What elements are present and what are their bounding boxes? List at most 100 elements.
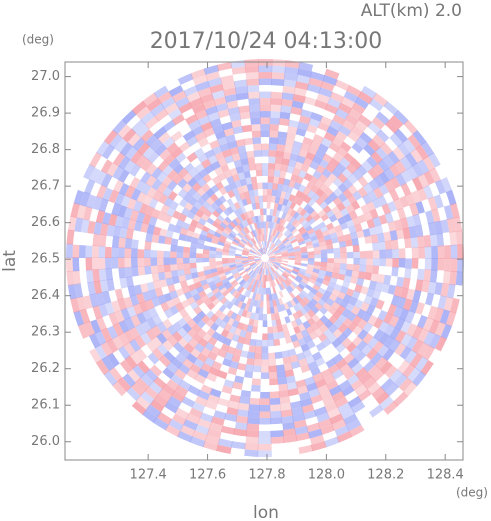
echo-cell <box>211 382 224 392</box>
echo-cell <box>363 143 376 157</box>
echo-cell <box>152 314 163 326</box>
echo-cell <box>232 228 239 235</box>
echo-cell <box>197 418 212 429</box>
echo-cell <box>343 275 352 283</box>
echo-cell <box>320 258 328 263</box>
echo-cell <box>248 277 254 284</box>
echo-cell <box>244 364 254 372</box>
echo-cell <box>281 250 288 254</box>
echo-cell <box>283 302 290 310</box>
echo-cell <box>276 285 281 292</box>
echo-cell <box>309 434 325 445</box>
echo-cell <box>357 236 366 246</box>
echo-cell <box>257 215 262 223</box>
echo-cell <box>299 299 307 308</box>
echo-cell <box>242 261 249 265</box>
echo-cell <box>314 261 321 266</box>
echo-cell <box>268 259 275 264</box>
echo-cell <box>170 263 178 272</box>
echo-cell <box>100 222 109 236</box>
echo-cell <box>271 236 276 243</box>
echo-cell <box>286 245 294 250</box>
echo-cell <box>280 248 288 253</box>
echo-cell <box>257 293 262 301</box>
echo-cell <box>276 232 282 239</box>
echo-cell <box>220 163 230 173</box>
echo-cell <box>303 334 313 344</box>
echo-cell <box>434 220 443 235</box>
echo-cell <box>281 296 287 304</box>
echo-cell <box>255 243 260 250</box>
echo-cell <box>240 350 249 358</box>
echo-cell <box>359 131 373 145</box>
echo-cell <box>375 224 384 235</box>
echo-cell <box>263 268 265 275</box>
echo-cell <box>355 137 369 150</box>
echo-cell <box>118 247 125 258</box>
echo-cell <box>405 310 416 324</box>
echo-cell <box>262 274 265 282</box>
echo-cell <box>261 169 269 177</box>
echo-cell <box>281 227 288 235</box>
echo-cell <box>179 227 188 236</box>
echo-cell <box>279 111 291 120</box>
echo-cell <box>252 137 262 145</box>
echo-cell <box>197 87 213 98</box>
echo-cell <box>363 126 377 140</box>
echo-cell <box>229 221 237 229</box>
echo-cell <box>272 299 277 307</box>
echo-cell <box>73 310 85 327</box>
echo-cell <box>210 345 221 356</box>
echo-cell <box>186 368 198 380</box>
echo-cell <box>73 230 81 245</box>
echo-cell <box>324 319 334 329</box>
echo-cell <box>293 287 301 295</box>
echo-cell <box>108 366 123 382</box>
echo-cell <box>267 249 273 255</box>
echo-cell <box>153 226 162 236</box>
echo-cell <box>248 217 254 225</box>
echo-cell <box>123 207 134 220</box>
echo-cell <box>257 182 263 190</box>
echo-cell <box>403 119 418 135</box>
echo-cell <box>212 209 221 218</box>
echo-cell <box>247 305 253 313</box>
echo-cell <box>284 242 292 247</box>
echo-cell <box>445 189 457 206</box>
echo-cell <box>297 385 309 395</box>
echo-cell <box>357 214 367 224</box>
echo-cell <box>229 339 238 349</box>
echo-cell <box>292 312 300 321</box>
echo-cell <box>301 258 309 262</box>
echo-cell <box>236 285 243 292</box>
echo-cell <box>172 231 180 240</box>
echo-cell <box>318 173 328 184</box>
echo-cell <box>76 204 87 220</box>
echo-cell <box>321 168 332 179</box>
echo-cell <box>389 189 400 202</box>
echo-cell <box>223 243 231 248</box>
echo-cell <box>400 217 409 230</box>
echo-cell <box>191 272 199 279</box>
echo-cell <box>291 219 299 227</box>
echo-cell <box>118 155 131 170</box>
echo-cell <box>219 234 228 241</box>
echo-cell <box>362 183 374 195</box>
echo-cell <box>268 365 277 373</box>
echo-cell <box>323 310 333 320</box>
echo-cell <box>278 276 284 283</box>
echo-cell <box>289 354 299 363</box>
echo-cell <box>310 210 318 218</box>
echo-cell <box>270 280 275 288</box>
x-tick-label: 127.4 <box>130 468 167 483</box>
echo-cell <box>158 114 173 127</box>
echo-cell <box>175 288 185 297</box>
echo-cell <box>158 193 169 205</box>
echo-cell <box>111 257 119 269</box>
echo-cell <box>142 194 153 207</box>
echo-cell <box>302 320 311 330</box>
echo-cell <box>229 266 237 271</box>
echo-cell <box>400 169 413 184</box>
echo-cell <box>247 91 260 99</box>
echo-cell <box>375 111 390 125</box>
